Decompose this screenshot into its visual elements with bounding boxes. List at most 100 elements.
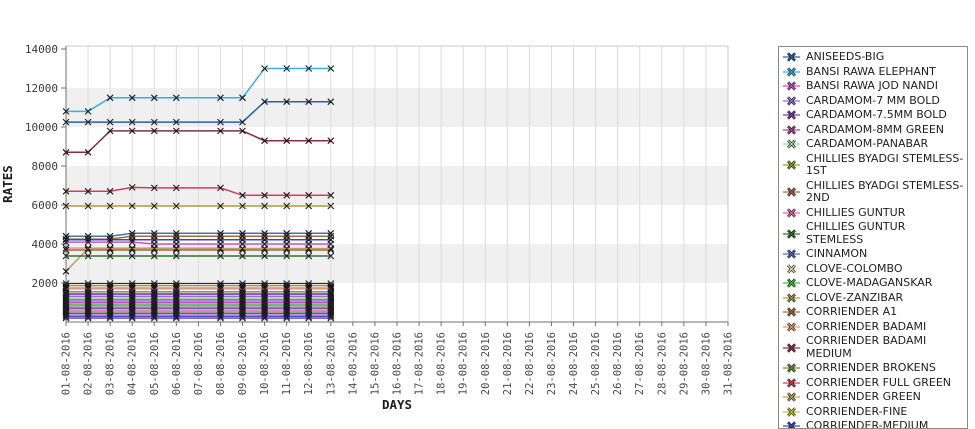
x-tick-label: 28-08-2016 [656, 332, 668, 395]
legend-item-label: CLOVE-COLOMBO [806, 261, 903, 275]
legend-item-label: CARDAMOM-7 MM BOLD [806, 93, 940, 107]
series-marker-x [62, 314, 335, 322]
series-marker-x [62, 127, 335, 156]
legend-series-marker-icon [783, 208, 800, 218]
x-tick-label: 23-08-2016 [546, 332, 558, 395]
x-tick-label: 14-08-2016 [347, 332, 359, 395]
series-marker-x [62, 311, 335, 319]
series-marker-x [62, 313, 335, 320]
y-tick-label: 6000 [32, 199, 59, 212]
legend-item-label: CORRIENDER-FINE [806, 404, 908, 418]
series-marker-x [62, 280, 335, 287]
legend-item-label: CINNAMON [806, 247, 868, 260]
series-marker-x [62, 294, 335, 302]
x-tick-label: 18-08-2016 [436, 332, 448, 395]
legend-item: CLOVE-ZANZIBAR [783, 290, 965, 305]
legend-series-marker-icon [783, 110, 800, 120]
y-tick-label: 4000 [32, 238, 59, 251]
legend-series-marker-icon [783, 81, 800, 91]
legend-item-label: CORRIENDER-MEDIUM [806, 419, 929, 429]
x-tick-label: 05-08-2016 [149, 332, 161, 395]
y-tick-label: 2000 [32, 277, 59, 290]
series-marker-x [62, 236, 335, 244]
legend-item-label: BANSI RAWA JOD NANDI [806, 79, 939, 92]
x-tick-label: 21-08-2016 [502, 332, 514, 395]
series-marker-x [62, 293, 335, 300]
legend-series-marker-icon [783, 139, 800, 149]
y-tick-label: 14000 [25, 43, 58, 56]
series-marker-x [62, 305, 335, 313]
legend-item: CARDAMOM-8MM GREEN [783, 123, 965, 137]
x-tick-label: 25-08-2016 [590, 332, 602, 395]
legend-item: CHILLIES BYADGI STEMLESS-2ND [783, 178, 965, 205]
legend-item: CLOVE-MADAGANSKAR [783, 276, 965, 290]
legend-item-label: CORRIENDER FULL GREEN [806, 375, 952, 389]
legend-series-marker-icon [783, 392, 800, 402]
x-tick-label: 24-08-2016 [568, 332, 580, 395]
series-marker-x [62, 297, 335, 305]
series-marker-x [62, 65, 335, 115]
legend-series-marker-icon [783, 228, 800, 239]
legend-series-marker-icon [783, 96, 800, 106]
legend-series-marker-icon [783, 67, 800, 77]
legend-item-label: CHILLIES GUNTUR STEMLESS [806, 220, 906, 246]
legend-series-marker-icon [783, 52, 800, 62]
x-tick-label: 10-08-2016 [259, 332, 271, 395]
series-marker-x [62, 308, 335, 316]
x-tick-label: 16-08-2016 [392, 332, 404, 395]
legend-item-label: CHILLIES GUNTUR [806, 205, 906, 219]
legend-item: CHILLIES GUNTUR [783, 205, 965, 220]
x-tick-label: 20-08-2016 [480, 332, 492, 395]
chart-legend: ANISEEDS-BIG BANSI RAWA ELEPHANT BANSI RAW… [778, 46, 968, 429]
series-marker-x [62, 306, 335, 314]
legend-item: CORRIENDER BROKENS [783, 361, 965, 375]
x-tick-label: 15-08-2016 [369, 332, 381, 395]
series-marker-x [62, 310, 335, 317]
legend-series-marker-icon [783, 307, 800, 317]
series-marker-x [62, 246, 335, 254]
series-marker-x [62, 184, 335, 199]
legend-item: CINNAMON [783, 247, 965, 261]
series-marker-x [62, 282, 335, 290]
legend-item-label: BANSI RAWA ELEPHANT [806, 64, 936, 78]
series-marker-x [62, 202, 335, 210]
x-tick-label: 27-08-2016 [634, 332, 646, 395]
x-tick-label: 17-08-2016 [414, 332, 426, 395]
series-marker-x [62, 289, 335, 297]
series-marker-x [62, 303, 335, 311]
legend-series-marker-icon [783, 342, 800, 353]
x-tick-label: 11-08-2016 [281, 332, 293, 395]
series-marker-x [62, 291, 335, 299]
legend-item: CORRIENDER-MEDIUM [783, 419, 965, 429]
legend-item: CORRIENDER-FINE [783, 404, 965, 419]
x-tick-label: 01-08-2016 [61, 332, 73, 395]
series-marker-x [62, 98, 335, 126]
legend-item-label: CHILLIES BYADGI STEMLESS-2ND [806, 178, 964, 204]
series-marker-x [62, 296, 335, 303]
legend-item-label: CLOVE-ZANZIBAR [806, 290, 904, 304]
series-marker-x [62, 229, 335, 240]
y-tick-label: 10000 [25, 121, 58, 134]
series-marker-x [62, 284, 335, 292]
legend-series-marker-icon [783, 160, 800, 170]
x-tick-label: 09-08-2016 [237, 332, 249, 395]
legend-series-marker-icon [783, 278, 800, 288]
legend-item: CLOVE-COLOMBO [783, 261, 965, 276]
x-tick-label: 19-08-2016 [458, 332, 470, 395]
legend-item: CARDAMOM-7.5MM BOLD [783, 108, 965, 122]
x-tick-label: 04-08-2016 [127, 332, 139, 395]
legend-item: CORRIENDER BADAMI MEDIUM [783, 334, 965, 360]
y-tick-label: 8000 [32, 160, 59, 173]
legend-series-marker-icon [783, 363, 800, 373]
x-tick-label: 02-08-2016 [83, 332, 95, 395]
legend-series-marker-icon [783, 125, 800, 135]
x-axis-title: DAYS [382, 397, 412, 412]
legend-series-marker-icon [783, 293, 800, 303]
x-tick-label: 03-08-2016 [105, 332, 117, 395]
legend-item-label: CHILLIES BYADGI STEMLESS-1ST [806, 151, 964, 177]
legend-series-marker-icon [783, 378, 800, 388]
x-tick-label: 22-08-2016 [524, 332, 536, 395]
legend-item: CHILLIES BYADGI STEMLESS-1ST [783, 151, 965, 178]
